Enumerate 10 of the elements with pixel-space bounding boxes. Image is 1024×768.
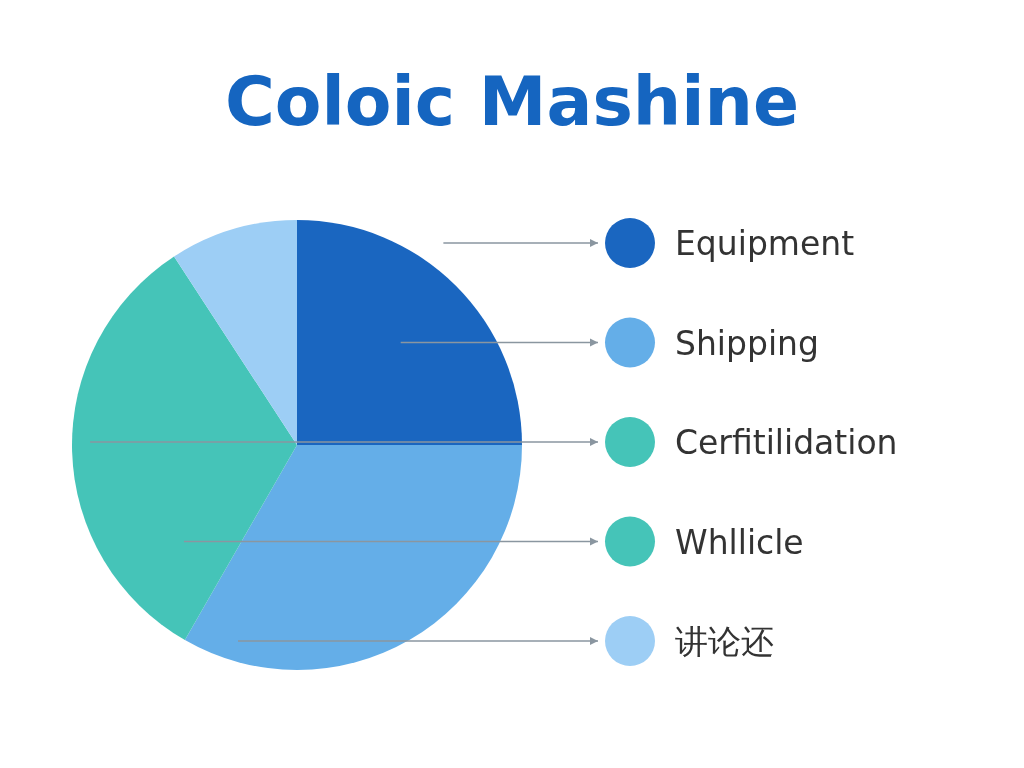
legend-label: Shipping	[675, 323, 819, 363]
legend-label: 讲论还	[675, 622, 774, 661]
legend-label: Equipment	[675, 224, 855, 263]
legend-label: Whllicle	[675, 522, 804, 562]
pie-slice	[184, 445, 522, 670]
pie-slice	[72, 256, 297, 641]
legend-label: Cerfitilidation	[675, 423, 898, 462]
pie-slice	[297, 220, 522, 445]
pie-slice	[174, 220, 297, 445]
chart-title: Coloic Mashine	[224, 62, 800, 141]
